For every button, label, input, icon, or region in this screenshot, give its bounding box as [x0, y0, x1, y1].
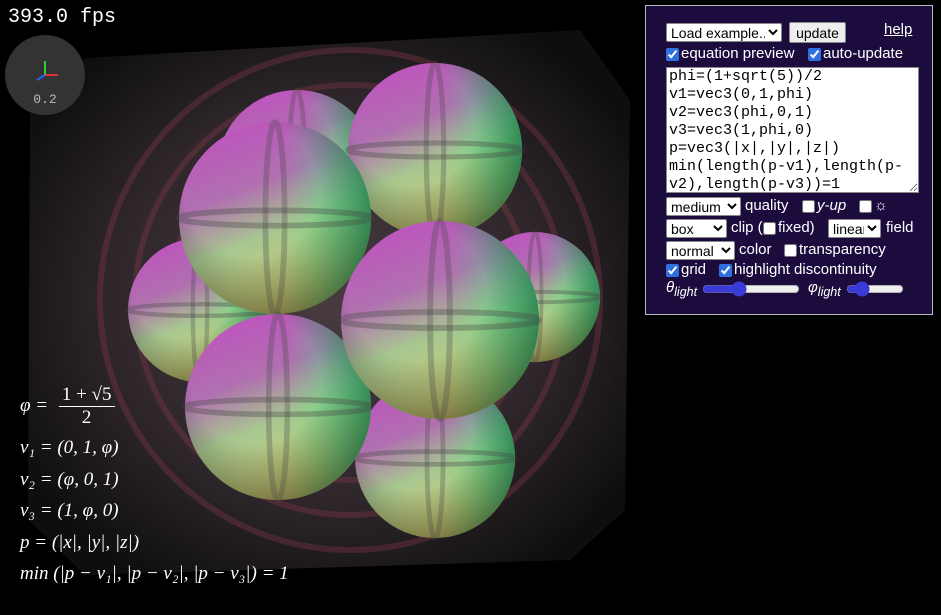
denominator: 2 — [81, 407, 92, 428]
checkbox[interactable] — [666, 264, 679, 277]
label: color — [739, 241, 772, 258]
z-axis — [36, 74, 46, 81]
checkbox-label: fixed) — [778, 219, 815, 236]
field-select[interactable]: linear — [828, 219, 881, 238]
equation: p = (|x|, |y|, |z|) — [20, 532, 140, 553]
symbol: φ — [808, 279, 818, 296]
checkbox-label: grid — [681, 261, 707, 278]
checkbox-label: auto-update — [823, 45, 904, 62]
checkbox[interactable] — [802, 200, 815, 213]
numerator: 1 + √5 — [58, 384, 115, 407]
label: clip ( — [731, 219, 763, 236]
help-link[interactable]: help — [884, 21, 913, 38]
fraction: 1 + √5 2 — [58, 384, 115, 429]
symbol: θ — [666, 279, 675, 296]
equation: v₃ = (1, φ, 0) — [20, 500, 119, 521]
checkbox-label: equation preview — [681, 45, 795, 62]
subscript: light — [817, 285, 841, 299]
checkbox[interactable] — [784, 244, 797, 257]
equation-lhs: φ = — [20, 394, 49, 416]
equation-editor[interactable] — [666, 67, 919, 193]
equation: min (|p − v₁|, |p − v₂|, |p − v₃|) = 1 — [20, 563, 289, 584]
equation: φ = 1 + √5 2 — [20, 384, 115, 429]
equation: v₁ = (0, 1, φ) — [20, 437, 119, 458]
checkbox[interactable] — [666, 48, 679, 61]
checkbox[interactable] — [808, 48, 821, 61]
subscript: light — [674, 285, 698, 299]
fps-counter: 393.0 fps — [8, 6, 117, 29]
checkbox-label: y-up — [817, 197, 847, 214]
label: field — [886, 219, 914, 236]
update-button[interactable]: update — [789, 22, 846, 43]
checkbox[interactable] — [859, 200, 872, 213]
clip-select[interactable]: box — [666, 219, 727, 238]
quality-select[interactable]: medium — [666, 197, 741, 216]
checkbox-label: transparency — [799, 241, 886, 258]
axis-gizmo[interactable]: 0.2 — [5, 35, 85, 115]
label: quality — [745, 197, 789, 214]
checkbox-label: ☼ — [874, 197, 888, 214]
checkbox[interactable] — [763, 222, 776, 235]
theta-light-slider[interactable] — [702, 282, 800, 296]
example-select[interactable]: Load example... — [666, 23, 782, 42]
color-select[interactable]: normal — [666, 241, 735, 260]
checkbox-label: highlight discontinuity — [734, 261, 877, 278]
slider-label: φlight — [808, 279, 841, 299]
checkbox[interactable] — [719, 264, 732, 277]
phi-light-slider[interactable] — [846, 282, 904, 296]
gizmo-scale: 0.2 — [33, 92, 56, 107]
equation: v₂ = (φ, 0, 1) — [20, 469, 119, 490]
slider-label: θlight — [666, 279, 697, 299]
